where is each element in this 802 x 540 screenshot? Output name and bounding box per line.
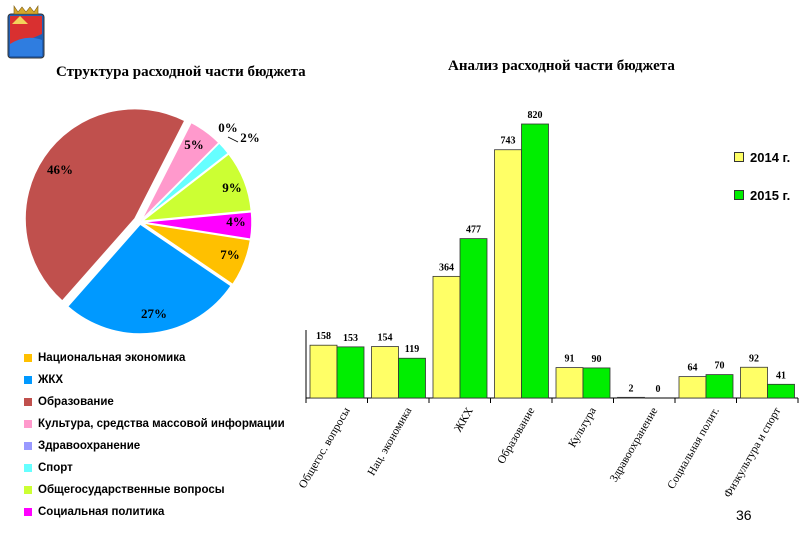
pie-slice-label: 46% <box>47 162 73 177</box>
category-tick-label: Культура <box>566 406 598 450</box>
legend-label: Спорт <box>38 462 73 474</box>
legend-swatch <box>734 152 744 162</box>
page-number: 36 <box>736 507 752 523</box>
bar-legend-item: 2015 г. <box>734 176 790 214</box>
pie-leader-line <box>227 136 239 143</box>
pie-slice <box>66 222 233 335</box>
category-tick-label: Образование <box>495 406 537 467</box>
legend-swatch <box>24 354 32 362</box>
pie-slice-label: 4% <box>226 214 246 229</box>
category-tick-label: ЖКХ <box>452 405 476 434</box>
legend-label: Образование <box>38 396 114 408</box>
legend-swatch <box>24 442 32 450</box>
bar <box>617 396 645 399</box>
bar-value-label: 70 <box>715 361 725 372</box>
category-tick-label: Физкультура и спорт <box>722 406 783 500</box>
bar <box>336 346 365 399</box>
pie-legend-item: Общегосударственные вопросы <box>24 479 285 501</box>
pie-slice <box>24 107 186 303</box>
legend-swatch <box>24 464 32 472</box>
legend-swatch <box>24 376 32 384</box>
legend-label: 2015 г. <box>750 187 791 203</box>
bar-value-label: 64 <box>688 363 698 374</box>
pie-legend-item: Здравоохранение <box>24 435 285 457</box>
bar-value-label: 2 <box>629 383 634 394</box>
legend-label: Здравоохранение <box>38 440 141 452</box>
bar-chart-title: Анализ расходной части бюджета <box>448 58 675 74</box>
pie-legend-item: Социальная политика <box>24 501 285 523</box>
legend-swatch <box>24 508 32 516</box>
bar <box>582 367 611 399</box>
pie-slice <box>139 152 253 223</box>
bar-value-label: 154 <box>378 333 393 344</box>
bar <box>432 275 461 399</box>
category-tick-label: Нац. экономика <box>366 406 415 478</box>
pie-legend-item: Национальная экономика <box>24 347 285 369</box>
category-tick-label: Здравоохранение <box>608 406 660 485</box>
bar-value-label: 119 <box>405 344 419 355</box>
bar <box>740 366 768 399</box>
bar <box>767 383 795 399</box>
bar-value-label: 820 <box>528 110 543 121</box>
pie-slice-label: 5% <box>184 137 204 152</box>
bar-value-label: 153 <box>343 333 358 344</box>
pie-legend: Национальная экономика ЖКХ Образование Куль… <box>24 347 285 523</box>
pie-slice-label: 7% <box>220 247 240 262</box>
bar-value-label: 743 <box>501 136 516 147</box>
legend-label: 2014 г. <box>750 149 791 165</box>
bar-value-label: 91 <box>565 354 575 365</box>
bar-value-label: 92 <box>749 353 759 364</box>
bar <box>521 123 549 399</box>
bar <box>555 367 584 399</box>
bar <box>678 376 707 399</box>
bar-legend: 2014 г. 2015 г. <box>734 138 790 214</box>
pie-chart-title: Структура расходной части бюджета <box>56 64 306 80</box>
pie-legend-item: Культура, средства массовой информации <box>24 413 285 435</box>
legend-label: ЖКХ <box>38 374 64 386</box>
bar-value-label: 158 <box>316 331 331 342</box>
pie-slice-label: 0% <box>218 120 238 135</box>
bar-value-label: 90 <box>592 354 602 365</box>
bar <box>459 238 488 399</box>
pie-slice-label: 27% <box>141 306 167 321</box>
bar <box>705 374 734 399</box>
bar <box>494 149 522 399</box>
bar <box>371 346 399 399</box>
legend-label: Социальная политика <box>38 506 165 518</box>
pie-legend-item: ЖКХ <box>24 369 285 391</box>
bar-value-label: 41 <box>776 370 786 381</box>
bar-value-label: 477 <box>466 225 481 236</box>
legend-swatch <box>24 486 32 494</box>
bar-value-label: 0 <box>656 384 661 395</box>
category-tick-label: Общегос. вопросы <box>297 405 353 490</box>
legend-label: Культура, средства массовой информации <box>38 418 285 430</box>
pie-slice-label: 2% <box>240 130 260 145</box>
category-tick-label: Социальная полит. <box>665 405 721 491</box>
legend-swatch <box>24 420 32 428</box>
bar-legend-item: 2014 г. <box>734 138 790 176</box>
coat-of-arms-emblem <box>7 5 45 59</box>
pie-legend-item: Спорт <box>24 457 285 479</box>
pie-slice <box>141 210 253 241</box>
legend-swatch <box>24 398 32 406</box>
pie-slice-label: 9% <box>222 180 242 195</box>
bar <box>309 344 338 399</box>
legend-swatch <box>734 190 744 200</box>
bar-value-label: 364 <box>439 262 454 273</box>
pie-legend-item: Образование <box>24 391 285 413</box>
legend-label: Национальная экономика <box>38 352 186 364</box>
legend-label: Общегосударственные вопросы <box>38 484 225 496</box>
bar <box>398 357 426 399</box>
